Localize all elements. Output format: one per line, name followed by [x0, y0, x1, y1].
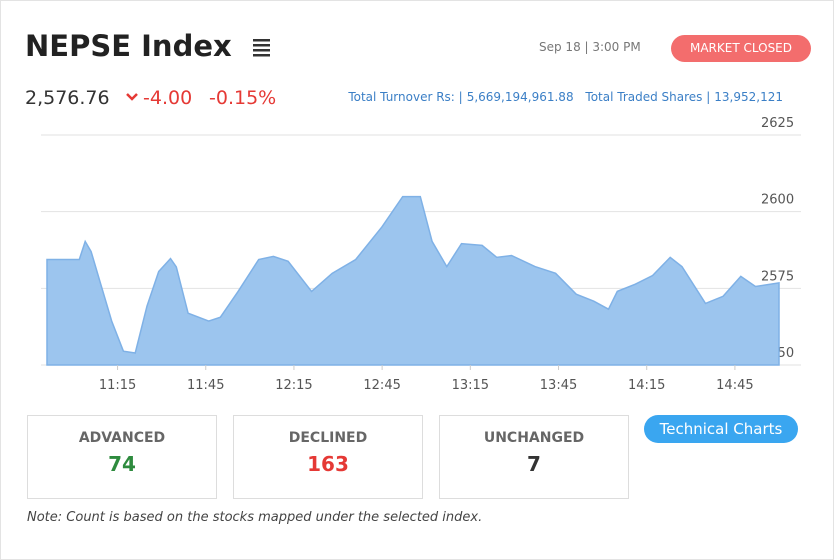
- stat-count: 163: [307, 452, 349, 476]
- x-tick-label: 11:45: [187, 378, 224, 393]
- stat-label: ADVANCED: [78, 430, 166, 446]
- chart: 255025752600262511:1511:4512:1512:4513:1…: [41, 39, 801, 393]
- menu-icon[interactable]: [253, 39, 270, 57]
- x-tick-label: 11:15: [99, 378, 136, 393]
- index-change: -4.00: [143, 87, 193, 109]
- y-tick-label: 2575: [761, 269, 794, 284]
- stat-label: DECLINED: [288, 430, 368, 446]
- x-tick-label: 14:15: [628, 378, 665, 393]
- turnover: Total Turnover Rs: | 5,669,194,961.88 Tot…: [344, 90, 783, 104]
- note: Note: Count is based on the stocks mappe…: [27, 510, 483, 525]
- stat-box: ADVANCED 74: [27, 415, 217, 499]
- turnover-value: 5,669,194,961.88: [466, 90, 574, 104]
- title: NEPSE Index: [25, 29, 232, 63]
- datetime: Sep 18 | 3:00 PM: [539, 40, 641, 54]
- x-tick-label: 13:45: [540, 378, 577, 393]
- stat-box: UNCHANGED 7: [439, 415, 629, 499]
- stat-count: 7: [527, 452, 541, 476]
- area: [46, 195, 780, 366]
- down-caret: [126, 93, 138, 101]
- index-value: 2,576.76: [25, 87, 110, 109]
- y-tick-label: 2625: [761, 116, 794, 131]
- shares-value: 13,952,121: [714, 90, 783, 104]
- technical-charts-button[interactable]: Technical Charts: [644, 415, 798, 443]
- x-tick-label: 12:15: [275, 378, 312, 393]
- stat-box: DECLINED 163: [233, 415, 423, 499]
- y-tick-label: 2600: [761, 193, 794, 208]
- stat-label: UNCHANGED: [483, 430, 585, 446]
- shares-label: Total Traded Shares |: [585, 90, 711, 104]
- stat-count: 74: [108, 452, 136, 476]
- turnover-label: Total Turnover Rs: |: [348, 90, 463, 104]
- x-tick-label: 13:15: [452, 378, 489, 393]
- x-tick-label: 14:45: [716, 378, 753, 393]
- status-badge: MARKET CLOSED: [671, 35, 811, 62]
- x-tick-label: 12:45: [363, 378, 400, 393]
- index-percent: -0.15%: [209, 87, 277, 109]
